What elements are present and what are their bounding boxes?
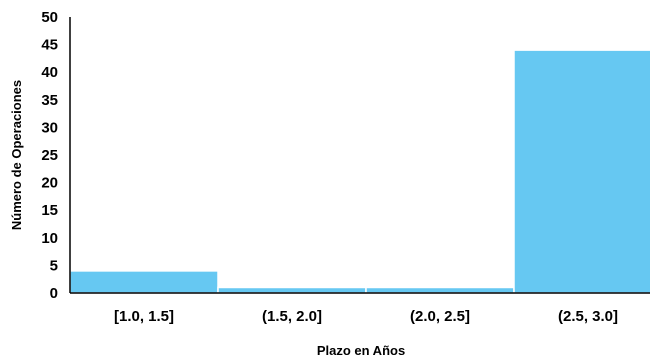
y-tick-label: 0 (50, 285, 58, 302)
bar (365, 286, 515, 294)
x-tick-label: (2.0, 2.5] (410, 308, 470, 325)
y-axis-ticks: 0 5 10 15 20 25 30 35 40 45 50 (41, 9, 58, 302)
x-tick-label: (1.5, 2.0] (262, 308, 322, 325)
bar (69, 270, 219, 294)
bar (217, 286, 367, 294)
y-tick-label: 40 (41, 64, 58, 81)
y-axis-title: Número de Operaciones (9, 80, 24, 230)
y-tick-label: 5 (50, 257, 58, 274)
x-tick-label: [1.0, 1.5] (114, 308, 174, 325)
bars-group (69, 49, 650, 294)
y-tick-label: 20 (41, 175, 58, 192)
y-tick-label: 30 (41, 119, 58, 136)
y-tick-label: 35 (41, 92, 58, 109)
x-tick-label: (2.5, 3.0] (558, 308, 618, 325)
x-axis-ticks: [1.0, 1.5] (1.5, 2.0] (2.0, 2.5] (2.5, 3.0] (114, 308, 618, 325)
y-tick-label: 10 (41, 230, 58, 247)
y-tick-label: 50 (41, 9, 58, 26)
y-tick-label: 45 (41, 37, 58, 54)
x-axis-title: Plazo en Años (317, 343, 405, 358)
y-tick-label: 15 (41, 202, 58, 219)
y-tick-label: 25 (41, 147, 58, 164)
bar (513, 49, 650, 294)
